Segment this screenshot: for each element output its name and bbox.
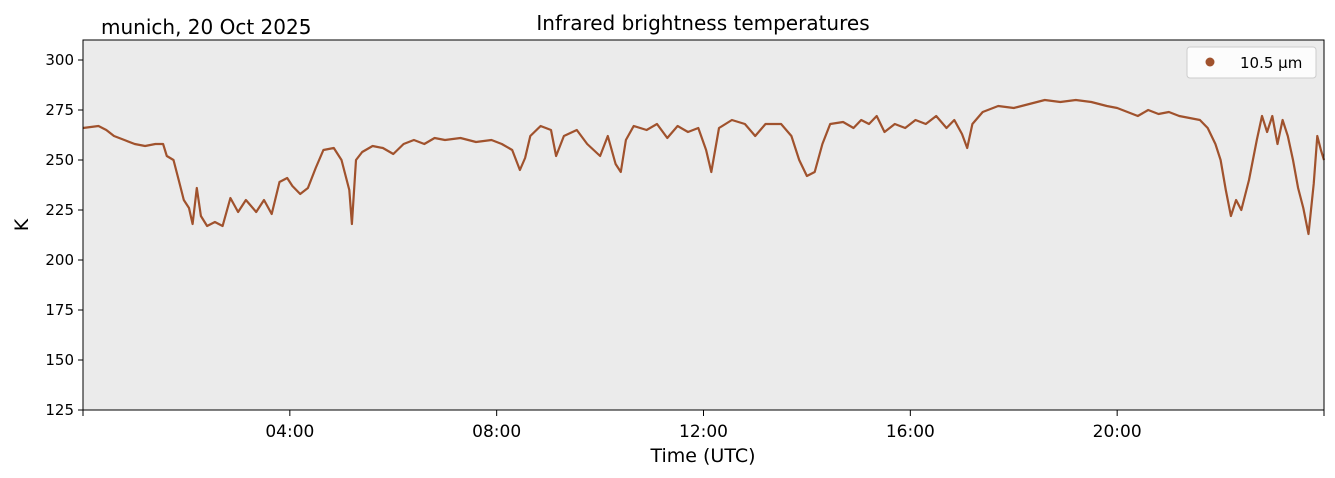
y-tick-label: 200 [45, 251, 74, 269]
legend: 10.5 µm [1186, 46, 1317, 79]
y-tick-label: 150 [45, 351, 74, 369]
y-tick-label: 300 [45, 51, 74, 69]
plot-area [83, 40, 1324, 410]
x-tick-label: 08:00 [472, 422, 521, 442]
x-tick-label: 20:00 [1093, 422, 1142, 442]
y-tick-label: 275 [45, 101, 74, 119]
x-axis: 04:00 08:00 12:00 16:00 20:00 [82, 410, 1325, 442]
legend-box [1186, 46, 1317, 79]
y-tick-label: 225 [45, 201, 74, 219]
y-axis: 125 150 175 200 225 250 275 300 [45, 51, 83, 419]
y-tick-label: 125 [45, 401, 74, 419]
x-tick-label: 12:00 [679, 422, 728, 442]
y-tick-label: 250 [45, 151, 74, 169]
legend-marker [1205, 57, 1215, 67]
series-line [82, 98, 1326, 236]
chart-subtitle: munich, 20 Oct 2025 [101, 15, 311, 39]
x-tick-label: 16:00 [886, 422, 935, 442]
y-tick-label: 175 [45, 301, 74, 319]
y-axis-label: K [11, 218, 33, 231]
x-tick-label: 04:00 [265, 422, 314, 442]
legend-label: 10.5 µm [1240, 54, 1302, 72]
chart-title: Infrared brightness temperatures [536, 11, 869, 35]
x-axis-label: Time (UTC) [649, 445, 755, 467]
series-layer [82, 98, 1326, 236]
